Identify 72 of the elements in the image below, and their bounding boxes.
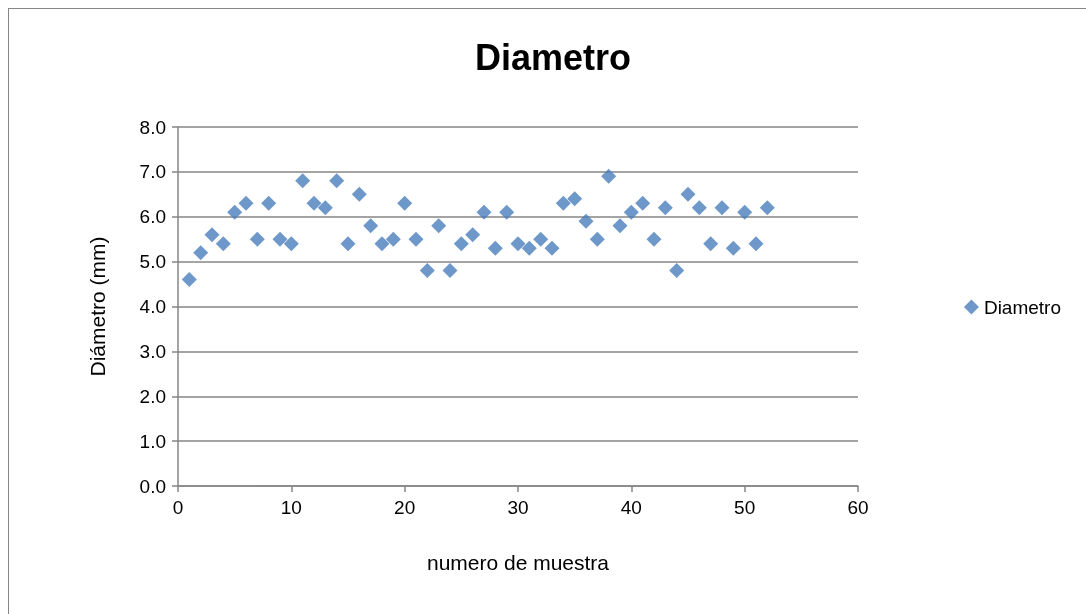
point: [442, 263, 458, 279]
y-tick-label: 1.0: [139, 430, 166, 452]
point: [499, 204, 515, 220]
point: [465, 227, 481, 243]
point: [215, 236, 231, 252]
point: [680, 186, 696, 202]
point: [748, 236, 764, 252]
point: [340, 236, 356, 252]
point: [431, 218, 447, 234]
point: [295, 173, 311, 189]
y-axis-title: Diámetro (mm): [86, 236, 109, 377]
x-tick-label: 20: [394, 497, 416, 518]
point: [691, 200, 707, 216]
point: [703, 236, 719, 252]
x-axis-title: numero de muestra: [426, 551, 610, 574]
point: [419, 263, 435, 279]
point: [374, 236, 390, 252]
x-tick-label: 50: [734, 497, 756, 518]
point: [249, 231, 265, 247]
point: [487, 240, 503, 256]
point: [306, 195, 322, 211]
x-tick-label: 30: [507, 497, 529, 518]
point: [669, 263, 685, 279]
point: [759, 200, 775, 216]
y-tick-label: 5.0: [139, 251, 166, 273]
legend-label: Diametro: [983, 296, 1061, 318]
y-tick-label: 0.0: [139, 475, 166, 497]
point: [408, 231, 424, 247]
y-tick-label: 4.0: [139, 296, 166, 317]
point: [329, 173, 345, 189]
point: [555, 195, 571, 211]
y-tick-label: 8.0: [139, 116, 166, 138]
x-tick-label: 0: [172, 497, 184, 518]
point: [601, 168, 617, 184]
y-tick-label: 6.0: [139, 206, 166, 228]
point: [635, 195, 651, 211]
y-tick-label: 7.0: [139, 161, 166, 183]
point: [351, 186, 367, 202]
point: [283, 236, 299, 252]
y-tick-label: 2.0: [139, 385, 166, 407]
point: [476, 204, 492, 220]
x-tick-label: 40: [620, 497, 642, 518]
point: [181, 272, 197, 288]
point: [453, 236, 469, 252]
point: [521, 240, 537, 256]
point: [623, 204, 639, 220]
point: [737, 204, 753, 220]
point: [317, 200, 333, 216]
point: [657, 200, 673, 216]
point: [272, 231, 288, 247]
point: [533, 231, 549, 247]
point: [578, 213, 594, 229]
point: [363, 218, 379, 234]
x-tick-label: 60: [847, 497, 869, 518]
y-tick-label: 3.0: [139, 340, 166, 362]
point: [238, 195, 254, 211]
point: [612, 218, 628, 234]
point: [567, 191, 583, 207]
point: [725, 240, 741, 256]
point: [646, 231, 662, 247]
point: [397, 195, 413, 211]
x-tick-label: 10: [280, 497, 302, 518]
point: [227, 204, 243, 220]
point: [510, 236, 526, 252]
point: [714, 200, 730, 216]
point: [193, 245, 209, 261]
point: [589, 231, 605, 247]
point: [261, 195, 277, 211]
point: [544, 240, 560, 256]
chart-title: Diametro: [474, 36, 632, 78]
point: [204, 227, 220, 243]
point: [385, 231, 401, 247]
